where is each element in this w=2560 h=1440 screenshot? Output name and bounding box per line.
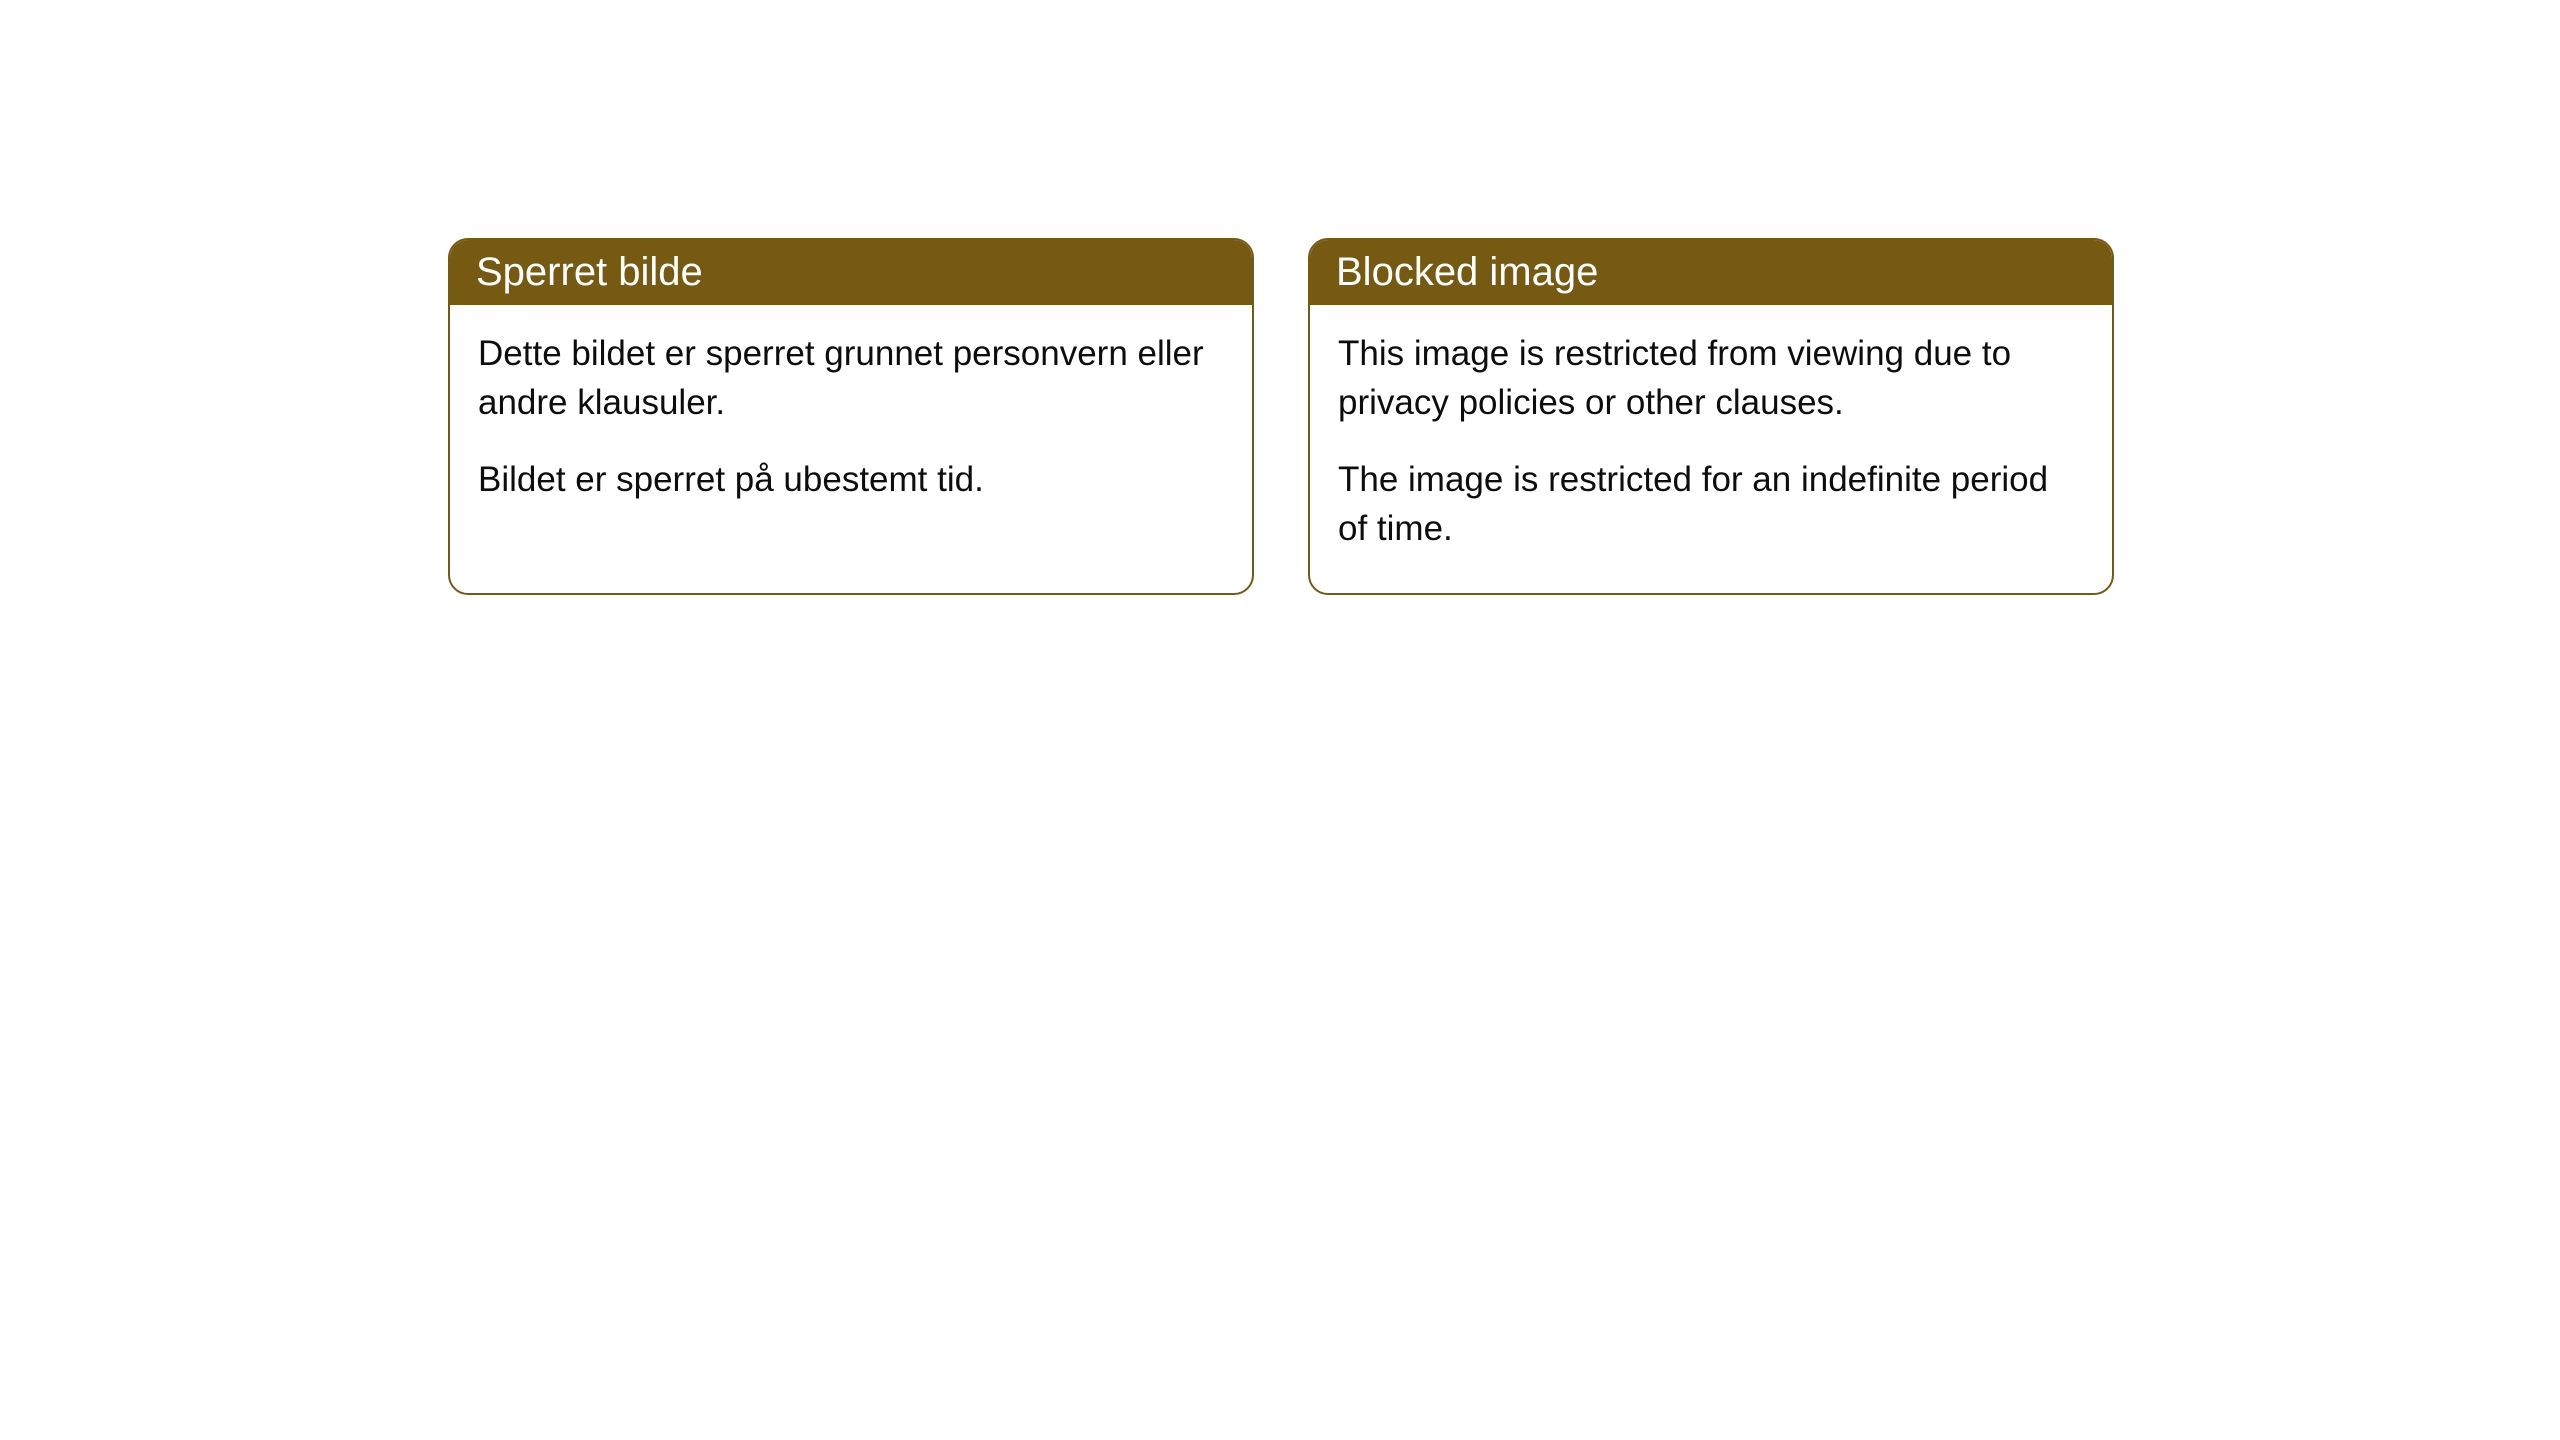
notice-card-english: Blocked image This image is restricted f…: [1308, 238, 2114, 595]
notice-paragraph: Dette bildet er sperret grunnet personve…: [478, 329, 1224, 427]
card-header: Sperret bilde: [450, 240, 1252, 305]
notice-paragraph: The image is restricted for an indefinit…: [1338, 455, 2084, 553]
notice-cards-container: Sperret bilde Dette bildet er sperret gr…: [448, 238, 2114, 595]
notice-paragraph: This image is restricted from viewing du…: [1338, 329, 2084, 427]
card-body: This image is restricted from viewing du…: [1310, 305, 2112, 593]
card-header: Blocked image: [1310, 240, 2112, 305]
notice-paragraph: Bildet er sperret på ubestemt tid.: [478, 455, 1224, 504]
notice-card-norwegian: Sperret bilde Dette bildet er sperret gr…: [448, 238, 1254, 595]
card-body: Dette bildet er sperret grunnet personve…: [450, 305, 1252, 544]
